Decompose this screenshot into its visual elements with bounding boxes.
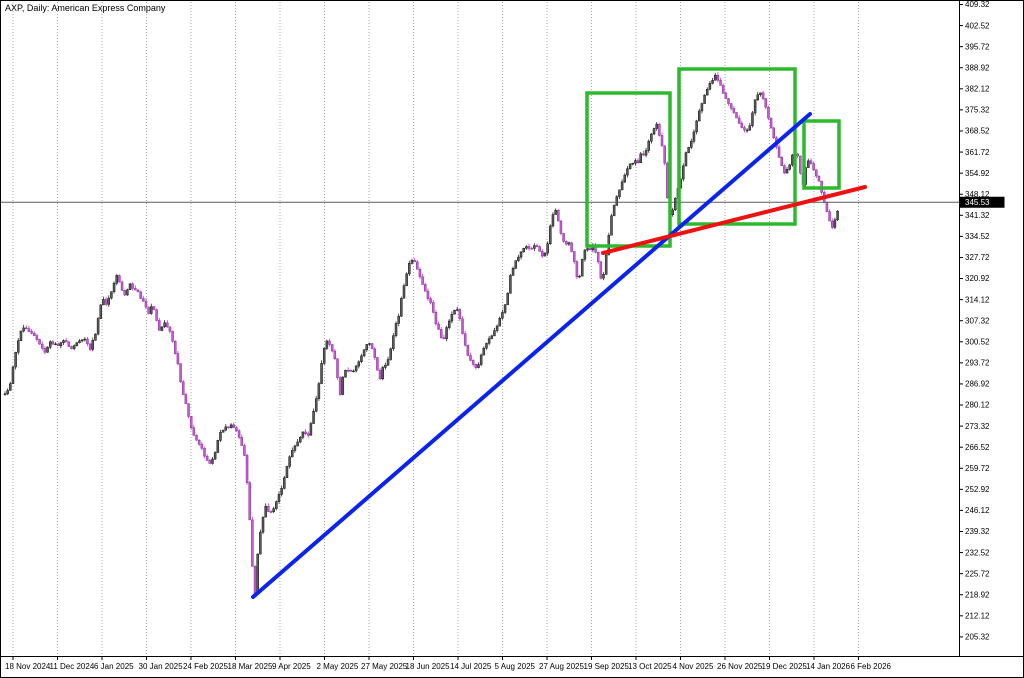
price-tick-label: 368.52 (965, 127, 990, 136)
price-tick-label: 232.52 (965, 548, 990, 557)
price-tick-label: 239.32 (965, 527, 990, 536)
date-tick-label: 5 Aug 2025 (495, 662, 536, 671)
date-tick-label: 9 Apr 2025 (272, 662, 311, 671)
symbol-label: AXP, Daily: American Express Company (5, 3, 166, 13)
price-tick-label: 341.32 (965, 211, 990, 220)
resistance-trendline-red[interactable] (601, 185, 867, 255)
price-tick-label: 348.12 (965, 190, 990, 199)
date-tick-label: 18 Nov 2024 (5, 662, 51, 671)
price-tick-label: 212.12 (965, 612, 990, 621)
price-tick-label: 354.92 (965, 169, 990, 178)
current-price-badge: 345.53 (959, 196, 1005, 208)
price-tick-label: 293.72 (965, 359, 990, 368)
price-tick-label: 307.32 (965, 316, 990, 325)
date-tick-label: 6 Jan 2025 (94, 662, 134, 671)
price-tick-label: 246.12 (965, 506, 990, 515)
date-tick-label: 27 Aug 2025 (539, 662, 584, 671)
price-tick-label: 320.92 (965, 274, 990, 283)
price-tick-label: 314.12 (965, 295, 990, 304)
price-tick-label: 252.92 (965, 485, 990, 494)
svg-text:345.53: 345.53 (965, 198, 990, 207)
price-tick-label: 334.52 (965, 232, 990, 241)
date-tick-label: 4 Nov 2025 (673, 662, 714, 671)
date-tick-label: 24 Feb 2025 (183, 662, 228, 671)
price-tick-label: 361.72 (965, 148, 990, 157)
time-axis[interactable]: 18 Nov 2024 11 Dec 2024 6 Jan 2025 30 Jan 2… (5, 656, 892, 671)
price-tick-label: 327.72 (965, 253, 990, 262)
candlesticks (3, 72, 839, 597)
price-tick-label: 286.92 (965, 380, 990, 389)
price-tick-label: 300.52 (965, 337, 990, 346)
date-tick-label: 18 Mar 2025 (228, 662, 273, 671)
price-tick-label: 402.52 (965, 21, 990, 30)
date-tick-label: 30 Jan 2025 (139, 662, 184, 671)
price-tick-label: 382.12 (965, 85, 990, 94)
price-tick-label: 409.32 (965, 1, 990, 9)
date-tick-label: 2 May 2025 (317, 662, 359, 671)
price-axis[interactable]: 409.32 402.52 395.72 388.92 382.12 375.32 368.… (959, 1, 990, 642)
date-tick-label: 14 Jul 2025 (450, 662, 492, 671)
price-tick-label: 218.92 (965, 590, 990, 599)
date-tick-label: 13 Oct 2025 (628, 662, 672, 671)
price-tick-label: 388.92 (965, 63, 990, 72)
date-tick-label: 18 Jun 2025 (406, 662, 451, 671)
date-tick-label: 11 Dec 2024 (50, 662, 95, 671)
date-tick-label: 19 Sep 2025 (584, 662, 630, 671)
price-tick-label: 273.32 (965, 422, 990, 431)
price-tick-label: 205.32 (965, 633, 990, 642)
support-trendline-blue[interactable] (251, 112, 812, 599)
price-tick-label: 395.72 (965, 42, 990, 51)
date-tick-label: 26 Nov 2025 (717, 662, 763, 671)
date-tick-label: 27 May 2025 (361, 662, 408, 671)
date-tick-label: 6 Feb 2026 (851, 662, 892, 671)
price-tick-label: 375.32 (965, 106, 990, 115)
price-tick-label: 280.12 (965, 401, 990, 410)
consolidation-rectangle-3[interactable] (802, 119, 841, 190)
date-tick-label: 19 Dec 2025 (762, 662, 808, 671)
price-tick-label: 259.72 (965, 464, 990, 473)
date-tick-label: 14 Jan 2026 (806, 662, 851, 671)
consolidation-rectangle-2[interactable] (677, 67, 797, 226)
price-tick-label: 266.52 (965, 443, 990, 452)
price-tick-label: 225.72 (965, 569, 990, 578)
